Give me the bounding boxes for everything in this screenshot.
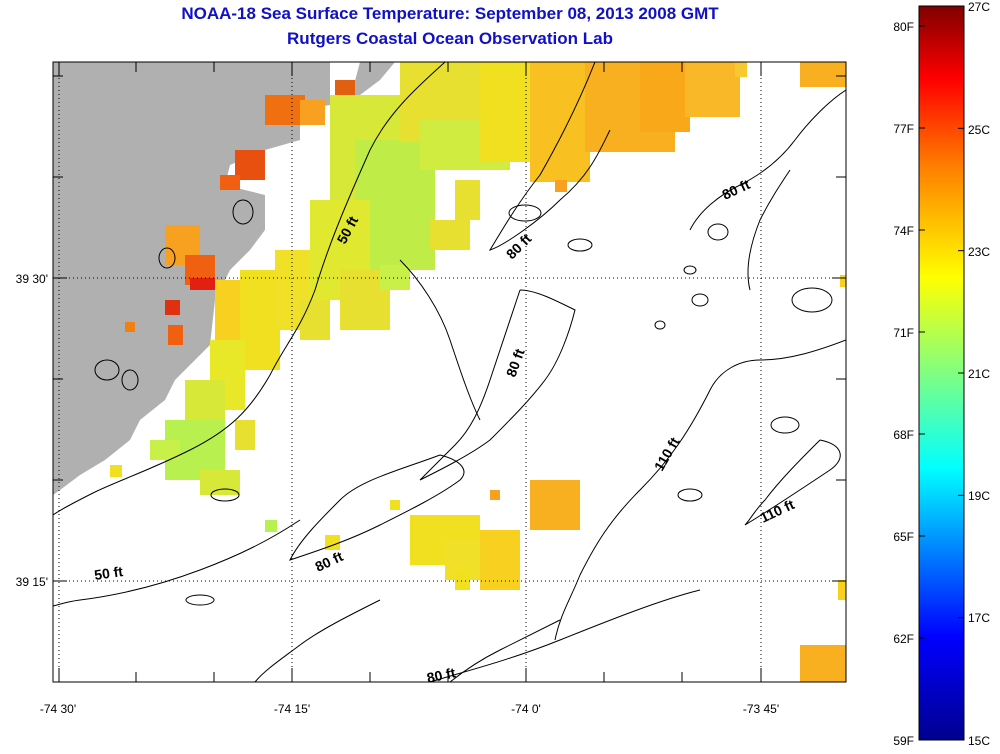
sst-cell — [390, 500, 400, 510]
graticule — [53, 62, 846, 682]
sst-cell — [125, 322, 135, 332]
contour-closed — [508, 204, 542, 222]
sst-cell — [200, 470, 240, 495]
contour-south-ridge — [53, 519, 301, 607]
contour-80ft-southeast — [429, 589, 701, 682]
colorbar-c-label: 15C — [968, 734, 990, 748]
sst-cell — [530, 62, 590, 182]
colorbar — [918, 5, 965, 741]
contour-closed — [691, 293, 709, 307]
land-barrier — [350, 62, 395, 100]
contour-closed — [654, 320, 666, 330]
sst-cell — [165, 300, 180, 315]
sst-cell — [235, 420, 255, 450]
sst-cell — [455, 180, 480, 220]
contour-80ft-mid — [419, 289, 576, 481]
map-frame — [52, 61, 847, 683]
sst-cell — [735, 62, 747, 77]
contour-80ft-south — [289, 454, 465, 561]
sst-cell — [640, 62, 690, 132]
frame-ticks — [53, 62, 846, 682]
contour-south-ridge2 — [254, 599, 381, 682]
sst-cell — [190, 278, 215, 290]
contour-closed — [232, 199, 254, 225]
contour-east-ridge — [747, 169, 791, 291]
contour-80ft-north — [488, 62, 611, 251]
colorbar-f-label: 59F — [893, 734, 914, 748]
sst-cell — [168, 325, 183, 345]
sst-cell — [490, 490, 500, 500]
contour-50ft — [53, 62, 446, 516]
chart-title: NOAA-18 Sea Surface Temperature: Septemb… — [181, 4, 719, 23]
sst-cell — [800, 645, 846, 682]
colorbar-f-label: 62F — [893, 632, 914, 646]
sst-cell — [800, 62, 846, 87]
contour-closed — [94, 359, 120, 381]
sst-cell — [480, 62, 530, 162]
contour-closed — [683, 265, 697, 275]
contour-closed — [791, 287, 833, 313]
colorbar-f-label: 77F — [893, 122, 914, 136]
sst-cell — [300, 100, 325, 125]
contour-closed — [158, 247, 176, 269]
lat-tick-label: 39 15' — [16, 575, 48, 589]
contour-110ft-east — [744, 439, 841, 526]
sst-pixel-layer — [110, 62, 846, 682]
contour-closed — [770, 416, 800, 434]
colorbar-c-label: 17C — [968, 611, 990, 625]
sst-cell — [685, 62, 740, 117]
sst-cell — [455, 570, 470, 590]
colorbar-c-label: 25C — [968, 123, 990, 137]
lon-tick-label: -74 30' — [40, 702, 76, 716]
sst-cell — [840, 275, 846, 287]
contour-closed — [567, 238, 593, 252]
contour-closed — [185, 594, 215, 606]
colorbar-f-label: 80F — [893, 20, 914, 34]
colorbar-f-label: 74F — [893, 224, 914, 238]
sst-cell — [480, 530, 520, 590]
sst-cell — [555, 180, 567, 192]
bathymetry-contours — [53, 62, 846, 682]
lon-tick-label: -74 15' — [274, 702, 310, 716]
lon-tick-label: -74 0' — [511, 702, 541, 716]
colorbar-f-label: 65F — [893, 530, 914, 544]
lat-tick-label: 39 30' — [16, 272, 48, 286]
sst-cell — [838, 580, 846, 600]
sst-cell — [265, 520, 277, 532]
lon-tick-label: -73 45' — [743, 702, 779, 716]
colorbar-c-label: 21C — [968, 367, 990, 381]
colorbar-f-label: 68F — [893, 428, 914, 442]
colorbar-ticks — [919, 5, 964, 741]
contour-closed — [210, 488, 240, 502]
contour-closed — [121, 369, 139, 391]
chart-subtitle: Rutgers Coastal Ocean Observation Lab — [287, 29, 613, 48]
sst-cell — [265, 95, 305, 125]
contour-east-north — [689, 89, 846, 231]
sst-cell — [150, 440, 180, 460]
sst-cell — [300, 300, 330, 340]
contour-closed — [677, 488, 703, 502]
colorbar-c-label: 27C — [968, 0, 990, 14]
sst-cell — [110, 465, 122, 477]
contour-lower-channel — [449, 619, 561, 682]
contour-label-50ft: 50 ft — [93, 563, 124, 583]
contour-west-ridge — [399, 259, 481, 421]
colorbar-c-label: 19C — [968, 489, 990, 503]
sst-cell — [430, 220, 470, 250]
colorbar-c-label: 23C — [968, 245, 990, 259]
sst-cell — [240, 270, 280, 370]
sst-cell — [530, 480, 580, 530]
contour-label-80ft: 80 ft — [425, 664, 457, 686]
colorbar-f-label: 71F — [893, 326, 914, 340]
contour-closed — [707, 223, 729, 241]
colorbar-labels: 80F 77F 74F 71F 68F 65F 62F 59F 27C 25C … — [893, 0, 990, 748]
contour-110ft — [554, 339, 846, 641]
sst-cell — [220, 175, 240, 190]
